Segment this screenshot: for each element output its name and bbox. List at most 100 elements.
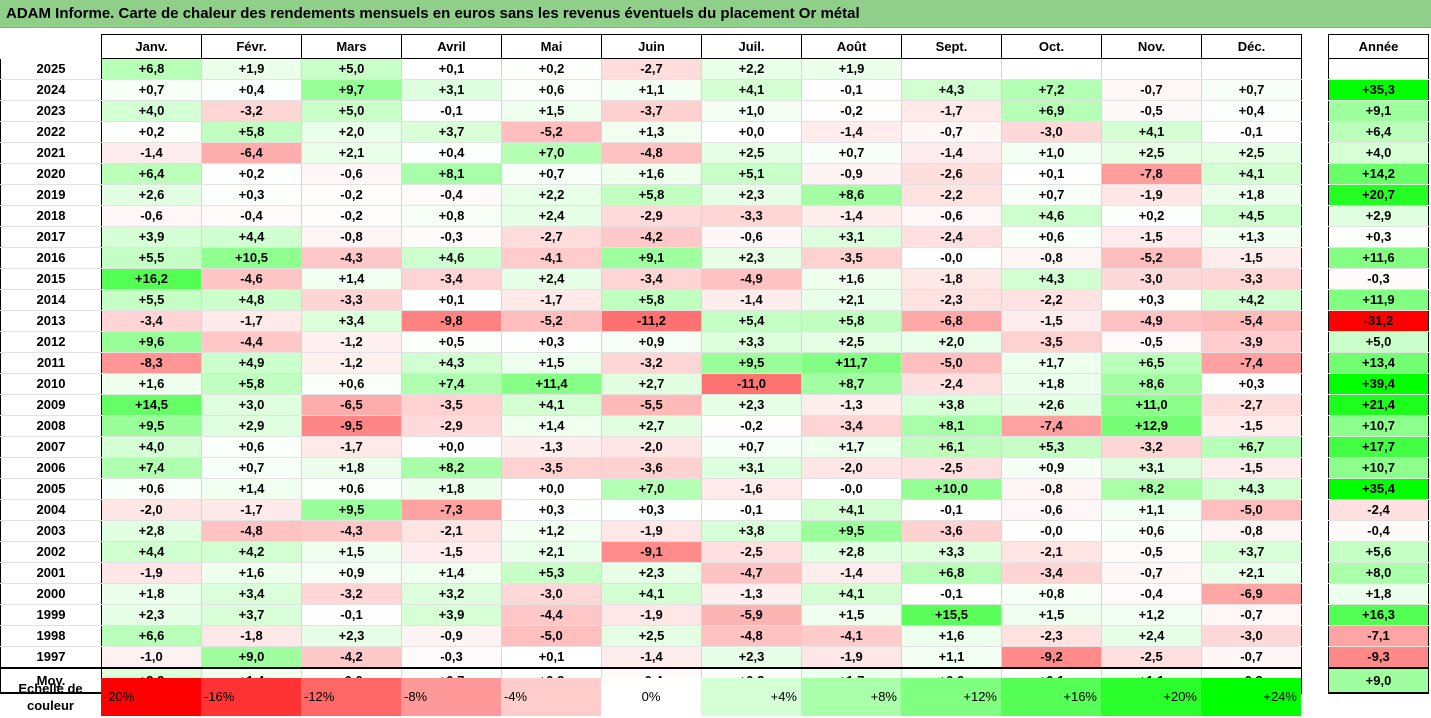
heatmap-cell: -2,7 — [1201, 394, 1302, 416]
heatmap-cell: -3,2 — [1101, 436, 1202, 458]
heatmap-cell: +3,4 — [201, 583, 302, 605]
heatmap-cell: +0,3 — [501, 331, 602, 353]
month-header: Mars — [301, 34, 402, 59]
heatmap-cell: +4,5 — [1201, 205, 1302, 227]
heatmap-cell: +11,4 — [501, 373, 602, 395]
heatmap-cell: +3,3 — [901, 541, 1002, 563]
heatmap-row: 2006 +7,4 +0,7 +1,8 +8,2 -3,5 -3,6 +3,1 -2,0 -2,5… — [0, 457, 1302, 479]
heatmap-cell: +2,6 — [1001, 394, 1102, 416]
year-label: 2006 — [0, 457, 102, 479]
heatmap-cell: -0,1 — [401, 100, 502, 122]
heatmap-row: 2001 -1,9 +1,6 +0,9 +1,4 +5,3 +2,3 -4,7 -1,4 +6,8… — [0, 562, 1302, 584]
annual-cell: -2,4 — [1328, 499, 1429, 521]
heatmap-cell: -4,6 — [201, 268, 302, 290]
heatmap-cell: -4,9 — [701, 268, 802, 290]
heatmap-cell: +2,1 — [1201, 562, 1302, 584]
heatmap-cell: -0,6 — [901, 205, 1002, 227]
heatmap-cell: -2,7 — [601, 58, 702, 80]
heatmap-cell: -5,0 — [501, 625, 602, 647]
heatmap-cell: -6,4 — [201, 142, 302, 164]
heatmap-cell: +2,9 — [201, 415, 302, 437]
annual-row: +13,4 — [1328, 352, 1429, 374]
heatmap-cell: -1,5 — [1001, 310, 1102, 332]
heatmap-cell — [901, 58, 1002, 80]
heatmap-cell: +3,1 — [1101, 457, 1202, 479]
heatmap-cell: +0,0 — [701, 121, 802, 143]
heatmap-cell: +1,6 — [801, 268, 902, 290]
heatmap-cell: +4,0 — [101, 436, 202, 458]
heatmap-cell: +3,9 — [101, 226, 202, 248]
heatmap-cell: -8,3 — [101, 352, 202, 374]
heatmap-cell: -4,8 — [701, 625, 802, 647]
year-label: 2016 — [0, 247, 102, 269]
heatmap-cell: +9,6 — [101, 331, 202, 353]
heatmap-cell: -2,2 — [901, 184, 1002, 206]
heatmap-row: 2016 +5,5 +10,5 -4,3 +4,6 -4,1 +9,1 +2,3 -3,5 -0,… — [0, 247, 1302, 269]
month-header: Sept. — [901, 34, 1002, 59]
annual-cell: -7,1 — [1328, 625, 1429, 647]
heatmap-cell: -3,6 — [601, 457, 702, 479]
heatmap-cell: +7,0 — [601, 478, 702, 500]
heatmap-cell: -3,2 — [601, 352, 702, 374]
heatmap-cell: -3,0 — [1201, 625, 1302, 647]
annual-cell: -9,3 — [1328, 646, 1429, 669]
heatmap-cell: -7,4 — [1201, 352, 1302, 374]
heatmap-cell: -1,7 — [201, 310, 302, 332]
heatmap-cell: +4,6 — [401, 247, 502, 269]
heatmap-cell: +9,5 — [301, 499, 402, 521]
heatmap-cell: -9,2 — [1001, 646, 1102, 669]
heatmap-cell: +0,6 — [1001, 226, 1102, 248]
scale-swatch: +8% — [801, 678, 901, 716]
heatmap-cell: +9,5 — [101, 415, 202, 437]
heatmap-cell: -6,9 — [1201, 583, 1302, 605]
annual-cell: +35,4 — [1328, 478, 1429, 500]
annual-cell: +8,0 — [1328, 562, 1429, 584]
heatmap-cell: -1,3 — [701, 583, 802, 605]
year-label: 2025 — [0, 58, 102, 80]
heatmap-cell: +4,3 — [901, 79, 1002, 101]
heatmap-cell: -0,7 — [1101, 562, 1202, 584]
annual-cell: +17,7 — [1328, 436, 1429, 458]
month-header: Févr. — [201, 34, 302, 59]
heatmap-row: 2022 +0,2 +5,8 +2,0 +3,7 -5,2 +1,3 +0,0 -1,4 -0,7… — [0, 121, 1302, 143]
heatmap-cell: -6,8 — [901, 310, 1002, 332]
average-label: Moy. — [0, 667, 102, 694]
month-header: Déc. — [1201, 34, 1302, 59]
heatmap-row: 2017 +3,9 +4,4 -0,8 -0,3 -2,7 -4,2 -0,6 +3,1 -2,4… — [0, 226, 1302, 248]
heatmap-cell: -0,9 — [801, 163, 902, 185]
heatmap-cell: +3,1 — [701, 457, 802, 479]
heatmap-cell: -1,4 — [801, 562, 902, 584]
heatmap-cell: -0,7 — [1201, 604, 1302, 626]
heatmap-cell: +2,6 — [101, 184, 202, 206]
heatmap-cell: -5,0 — [901, 352, 1002, 374]
heatmap-cell: +2,4 — [1101, 625, 1202, 647]
heatmap-cell: +6,9 — [1001, 100, 1102, 122]
heatmap-cell: +5,5 — [101, 289, 202, 311]
year-label: 2019 — [0, 184, 102, 206]
heatmap-cell: -0,1 — [701, 499, 802, 521]
year-label: 2002 — [0, 541, 102, 563]
year-label: 2014 — [0, 289, 102, 311]
heatmap-cell: +0,0 — [401, 436, 502, 458]
heatmap-cell: +9,5 — [701, 352, 802, 374]
year-label: 2024 — [0, 79, 102, 101]
heatmap-cell: +2,3 — [601, 562, 702, 584]
heatmap-cell: +0,9 — [1001, 457, 1102, 479]
heatmap-cell: +2,1 — [501, 541, 602, 563]
heatmap-cell: +0,7 — [801, 142, 902, 164]
heatmap-cell: -0,1 — [901, 499, 1002, 521]
heatmap-cell: +2,3 — [701, 184, 802, 206]
annual-cell: +0,3 — [1328, 226, 1429, 248]
heatmap-cell: +3,4 — [301, 310, 402, 332]
heatmap-cell: -2,1 — [401, 520, 502, 542]
heatmap-cell: -2,0 — [601, 436, 702, 458]
heatmap-cell: +2,5 — [701, 142, 802, 164]
heatmap-cell: +4,3 — [1001, 268, 1102, 290]
heatmap-cell: +4,2 — [1201, 289, 1302, 311]
heatmap-cell: +12,9 — [1101, 415, 1202, 437]
heatmap-cell: +6,8 — [901, 562, 1002, 584]
heatmap-cell: +1,4 — [301, 268, 402, 290]
annual-row: -2,4 — [1328, 499, 1429, 521]
heatmap-cell: -3,0 — [501, 583, 602, 605]
heatmap-row: 2024 +0,7 +0,4 +9,7 +3,1 +0,6 +1,1 +4,1 -0,1 +4,3… — [0, 79, 1302, 101]
